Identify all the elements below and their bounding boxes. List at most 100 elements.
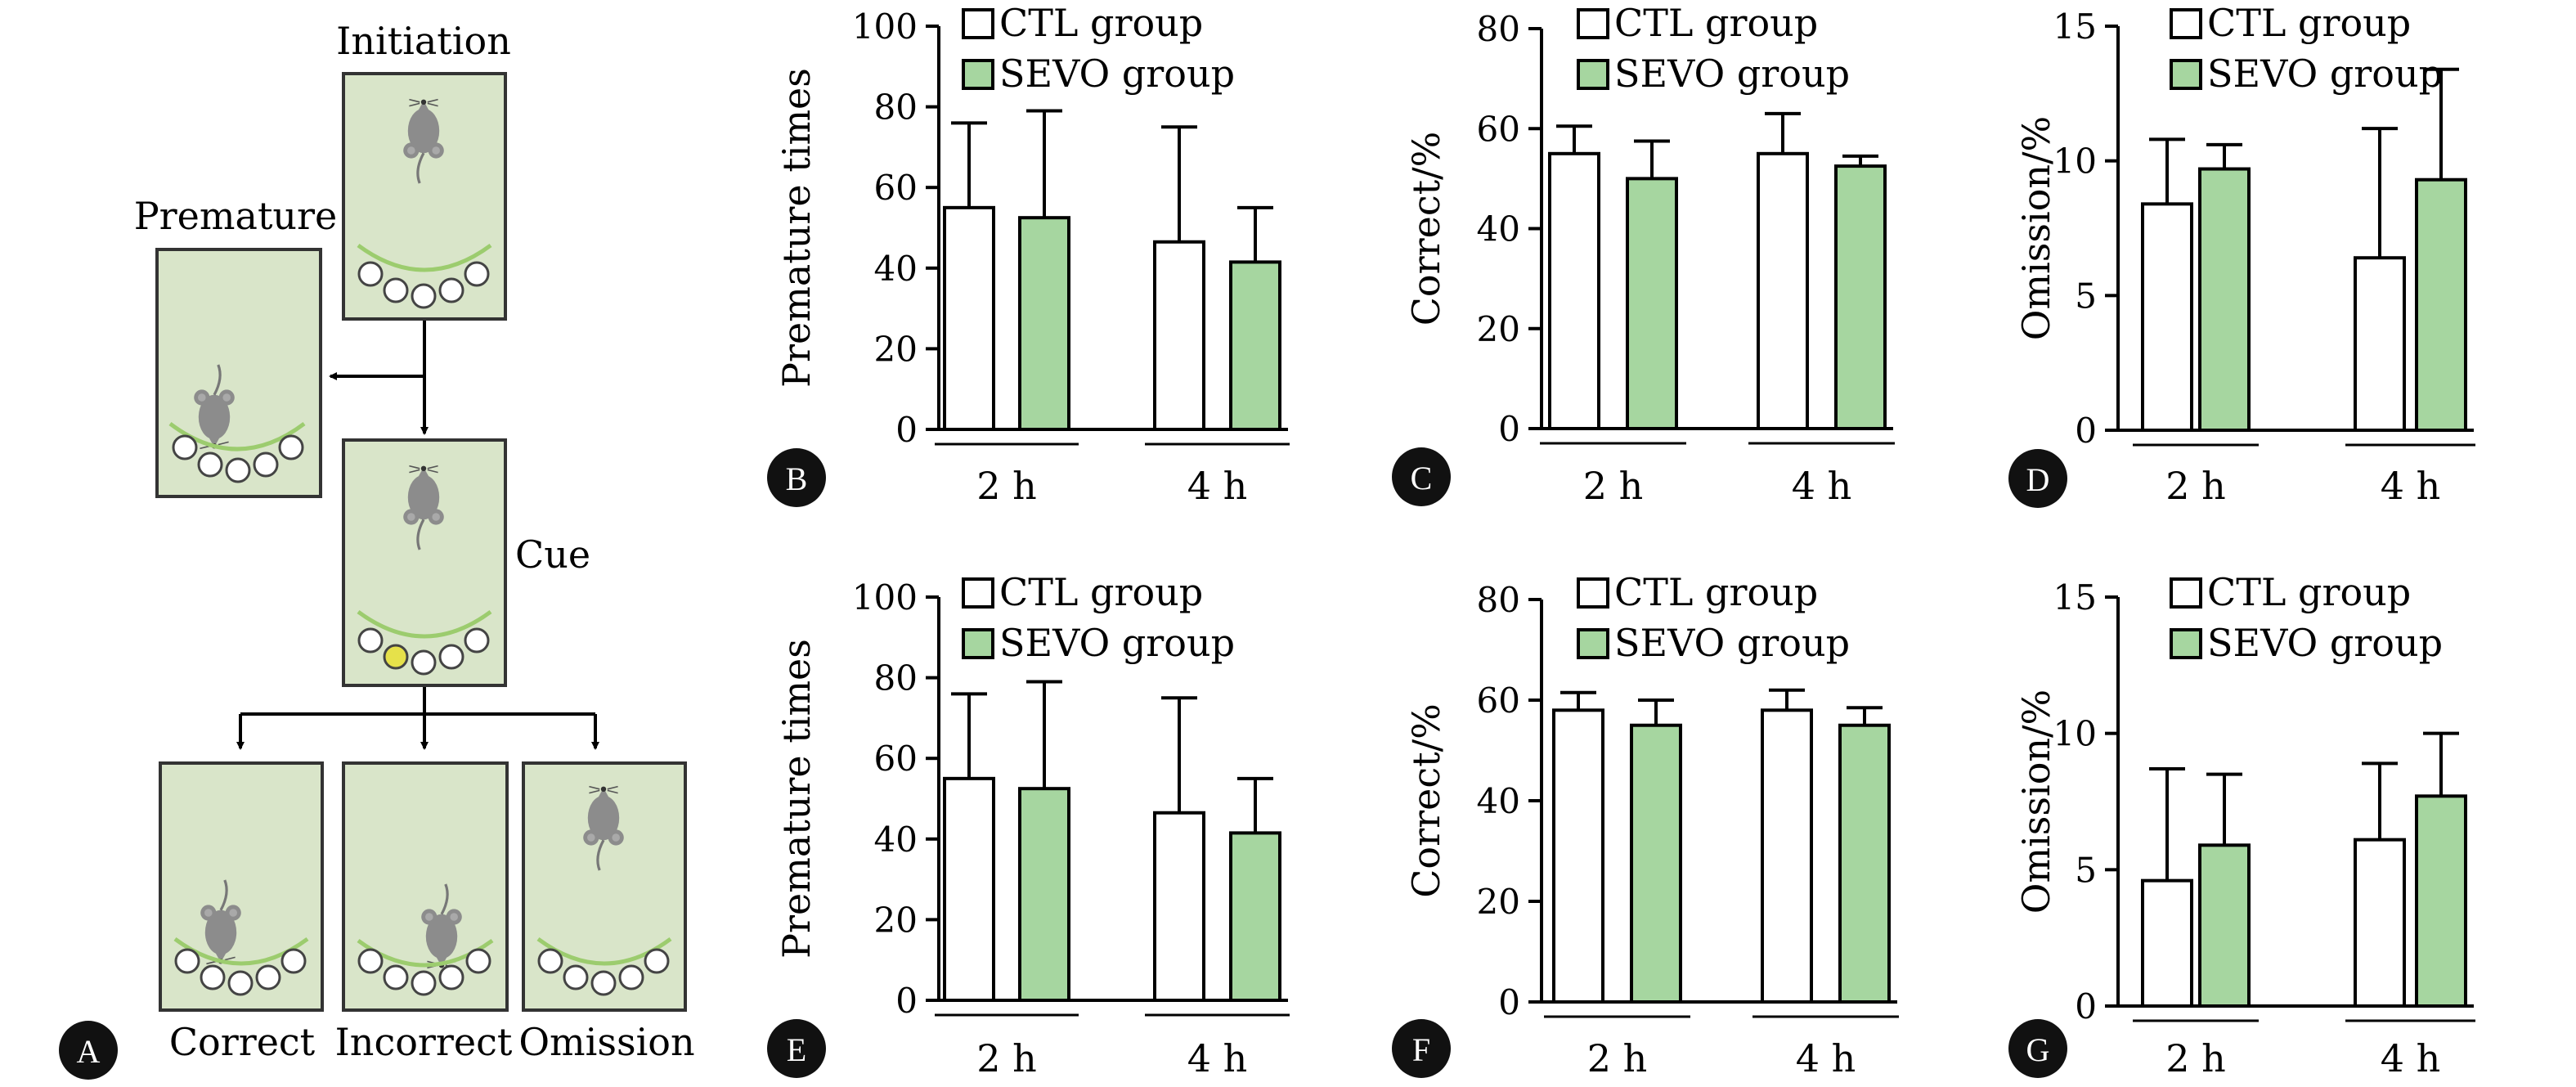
y-tick-label: 10 <box>2053 714 2097 754</box>
y-tick-label: 100 <box>852 7 918 47</box>
sevo-bar-4h <box>2415 794 2467 1008</box>
omission-label: Omission <box>518 1020 694 1064</box>
premature-label: Premature <box>134 194 338 238</box>
panel-badge-b: B <box>767 448 826 507</box>
ctl-bar-2h <box>2141 202 2193 433</box>
y-tick-label: 60 <box>874 739 918 779</box>
y-tick-label: 80 <box>1477 580 1520 620</box>
panel-badge-g: G <box>2008 1019 2067 1078</box>
legend-swatch-sevo <box>2170 59 2202 90</box>
flow-arrows <box>236 321 599 750</box>
cue-box: Cue <box>342 438 590 687</box>
legend-label-ctl: CTL group <box>2207 570 2411 614</box>
nose-poke-holes <box>537 948 670 996</box>
chart-panel-f: 0 20 40 60 80 Correct/% 2 h 4 h CTL group SEVO gr… <box>1392 570 1899 1080</box>
ctl-bar-2h <box>1548 151 1600 430</box>
sevo-bar-4h <box>1229 260 1281 431</box>
category-label: 4 h <box>2381 1036 2441 1080</box>
panel-badge-c: C <box>1392 447 1451 506</box>
badge-letter: C <box>1411 460 1433 496</box>
nose-poke-holes <box>357 627 490 676</box>
legend-label-ctl: CTL group <box>1614 1 1818 45</box>
correct-label: Correct <box>169 1020 316 1064</box>
legend-swatch-sevo <box>1577 59 1609 90</box>
y-tick-label: 15 <box>2053 577 2097 618</box>
legend-swatch-ctl <box>962 8 994 39</box>
sevo-bar-2h <box>1018 216 1070 431</box>
ctl-bar-4h <box>1153 240 1205 431</box>
legend: CTL group SEVO group <box>962 1 1235 96</box>
chart-panel-b: 0 20 40 60 80 100 Premature times 2 h 4 h CTL gro… <box>767 1 1290 508</box>
panel-badge-e: E <box>767 1019 826 1078</box>
ctl-bar-2h <box>2141 878 2193 1008</box>
ctl-bar-2h <box>1552 708 1604 1004</box>
legend-swatch-ctl <box>1577 8 1609 39</box>
y-tick-label: 20 <box>874 329 918 369</box>
legend: CTL group SEVO group <box>1577 1 1850 96</box>
sevo-bar-4h <box>1838 723 1891 1004</box>
ctl-bar-2h <box>943 205 995 431</box>
ctl-bar-2h <box>943 776 995 1002</box>
badge-letter: G <box>2026 1031 2050 1068</box>
y-axis-label: Correct/% <box>1404 132 1448 326</box>
legend-label-sevo: SEVO group <box>999 621 1235 665</box>
category-label: 4 h <box>1792 464 1852 508</box>
y-tick-label: 20 <box>1477 309 1520 349</box>
category-label: 2 h <box>976 464 1037 508</box>
category-label: 2 h <box>1583 464 1644 508</box>
badge-letter: F <box>1412 1031 1430 1068</box>
y-tick-label: 0 <box>2075 411 2097 451</box>
sevo-bar-2h <box>1630 723 1682 1004</box>
chart-panel-e: 0 20 40 60 80 100 Premature times 2 h 4 h CTL gro… <box>767 570 1290 1080</box>
y-tick-label: 40 <box>874 249 918 289</box>
category-label: 2 h <box>1587 1036 1648 1080</box>
y-tick-label: 80 <box>874 88 918 128</box>
cue-label: Cue <box>515 532 590 577</box>
sevo-bar-4h <box>2415 177 2467 432</box>
category-label: 4 h <box>2381 464 2441 508</box>
legend-swatch-ctl <box>1577 577 1609 609</box>
category-label: 2 h <box>2165 464 2226 508</box>
y-tick-label: 60 <box>1477 109 1520 149</box>
legend-swatch-sevo <box>2170 628 2202 659</box>
nose-poke-holes <box>357 948 491 996</box>
panel-badge-f: F <box>1392 1019 1451 1078</box>
legend-swatch-sevo <box>962 59 994 90</box>
badge-circle <box>2008 1019 2067 1078</box>
omission-box: Omission <box>518 761 695 1064</box>
legend-label-ctl: CTL group <box>2207 1 2411 45</box>
chart-panel-g: 0 5 10 15 Omission/% 2 h 4 h CTL group SEVO grou… <box>2008 570 2475 1080</box>
badge-circle <box>767 1019 826 1078</box>
sevo-bar-2h <box>2198 167 2251 432</box>
legend: CTL group SEVO group <box>1577 570 1850 665</box>
y-axis-label: Premature times <box>774 68 819 388</box>
badge-letter: D <box>2026 461 2050 498</box>
y-tick-label: 15 <box>2053 7 2097 47</box>
legend-label-sevo: SEVO group <box>2207 52 2443 96</box>
legend-label-sevo: SEVO group <box>2207 621 2443 665</box>
y-tick-label: 20 <box>1477 882 1520 922</box>
ctl-bar-4h <box>1153 811 1205 1002</box>
y-tick-label: 10 <box>2053 141 2097 182</box>
svg-text:A: A <box>77 1033 101 1070</box>
y-tick-label: 40 <box>874 820 918 860</box>
y-tick-label: 5 <box>2075 850 2097 890</box>
legend-label-ctl: CTL group <box>999 1 1203 45</box>
initiation-box: Initiation <box>336 19 511 321</box>
legend-swatch-ctl <box>2170 8 2202 39</box>
task-flow-diagram: Initiation Premature <box>59 19 695 1080</box>
legend-swatch-ctl <box>962 577 994 609</box>
nose-poke-holes <box>172 434 304 483</box>
y-tick-label: 40 <box>1477 781 1520 821</box>
sevo-bar-4h <box>1229 831 1281 1003</box>
y-axis-label: Correct/% <box>1404 703 1448 898</box>
ctl-bar-4h <box>1757 151 1809 430</box>
chart-panel-c: 0 20 40 60 80 Correct/% 2 h 4 h CTL group SEVO gr… <box>1392 1 1895 508</box>
legend-swatch-sevo <box>1577 628 1609 659</box>
ctl-bar-4h <box>2354 256 2406 432</box>
y-tick-label: 80 <box>1477 9 1520 49</box>
y-tick-label: 0 <box>895 981 918 1021</box>
initiation-label: Initiation <box>336 19 511 63</box>
